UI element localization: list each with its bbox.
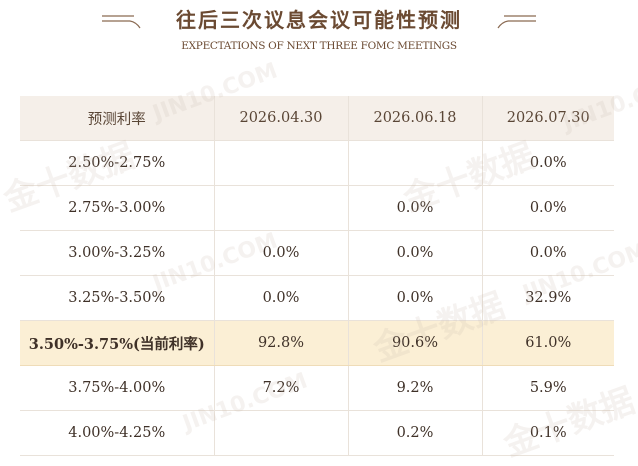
page-subtitle: EXPECTATIONS OF NEXT THREE FOMC MEETINGS (181, 40, 457, 52)
probability-cell: 9.2% (347, 365, 482, 411)
probability-cell: 0.2% (347, 410, 482, 456)
current-rate-row: 3.50%-3.75%(当前利率) 92.8% 90.6% 61.0% (20, 320, 614, 366)
rate-range-cell: 4.00%-4.25% (20, 410, 214, 456)
probability-cell: 7.2% (213, 365, 348, 411)
column-header: 预测利率 (20, 96, 214, 141)
probability-cell: 32.9% (481, 275, 614, 321)
probability-cell (347, 140, 482, 186)
probability-cell (213, 140, 348, 186)
probability-cell: 0.0% (481, 185, 614, 231)
table-row: 3.25%-3.50% 0.0% 0.0% 32.9% (20, 275, 614, 321)
right-ornament-icon (497, 15, 536, 29)
probability-cell: 0.0% (347, 230, 482, 276)
column-header: 2026.07.30 (481, 96, 614, 141)
probability-cell: 0.0% (481, 230, 614, 276)
rate-range-cell: 2.75%-3.00% (20, 185, 214, 231)
page-title: 往后三次议息会议可能性预测 (176, 8, 462, 32)
probability-cell: 61.0% (481, 320, 614, 366)
probability-cell: 90.6% (347, 320, 482, 366)
table-row: 3.00%-3.25% 0.0% 0.0% 0.0% (20, 230, 614, 276)
rate-range-cell: 2.50%-2.75% (20, 140, 214, 186)
table-row: 2.50%-2.75% 0.0% (20, 140, 614, 186)
rate-range-cell: 3.50%-3.75%(当前利率) (20, 320, 214, 366)
rate-range-cell: 3.25%-3.50% (20, 275, 214, 321)
probability-table: 预测利率 2026.04.30 2026.06.18 2026.07.30 2.… (20, 96, 614, 456)
table-row: 3.75%-4.00% 7.2% 9.2% 5.9% (20, 365, 614, 411)
probability-cell: 0.0% (347, 185, 482, 231)
table-row: 2.75%-3.00% 0.0% 0.0% (20, 185, 614, 231)
rate-range-cell: 3.00%-3.25% (20, 230, 214, 276)
probability-cell: 0.0% (213, 230, 348, 276)
rate-range-cell: 3.75%-4.00% (20, 365, 214, 411)
probability-cell: 0.0% (481, 140, 614, 186)
column-header: 2026.04.30 (213, 96, 348, 141)
table-header-row: 预测利率 2026.04.30 2026.06.18 2026.07.30 (20, 96, 614, 141)
probability-cell: 5.9% (481, 365, 614, 411)
left-ornament-icon (102, 15, 141, 29)
probability-cell: 0.0% (347, 275, 482, 321)
table-row: 4.00%-4.25% 0.2% 0.1% (20, 410, 614, 456)
probability-cell: 92.8% (213, 320, 348, 366)
probability-cell: 0.0% (213, 275, 348, 321)
column-header: 2026.06.18 (347, 96, 482, 141)
probability-cell (213, 410, 348, 456)
header: 往后三次议息会议可能性预测 EXPECTATIONS OF NEXT THREE… (0, 0, 638, 70)
probability-cell (213, 185, 348, 231)
probability-cell: 0.1% (481, 410, 614, 456)
